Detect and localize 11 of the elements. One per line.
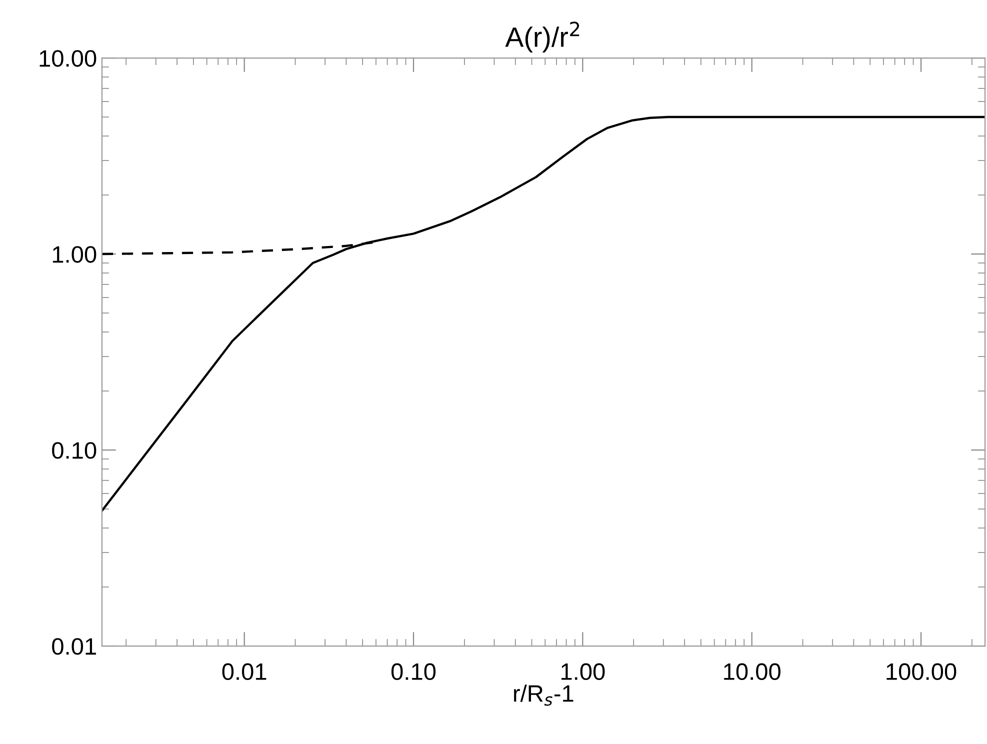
y-tick-label: 1.00 <box>52 246 96 263</box>
x-tick-label: 0.01 <box>222 663 266 680</box>
y-tick-label: 0.10 <box>52 442 96 459</box>
y-tick-label: 0.01 <box>52 638 96 655</box>
x-tick-label: 1.00 <box>562 663 605 680</box>
x-tick-label: 100.00 <box>886 663 956 680</box>
x-tick-label: 10.00 <box>724 663 780 680</box>
x-tick-label: 0.10 <box>391 663 436 680</box>
x-axis-title: r/R$_{s}$-1 <box>514 684 574 706</box>
chart-title: A(r)/r$^{2}$ <box>505 22 580 52</box>
y-tick-label: 10.00 <box>40 50 96 67</box>
